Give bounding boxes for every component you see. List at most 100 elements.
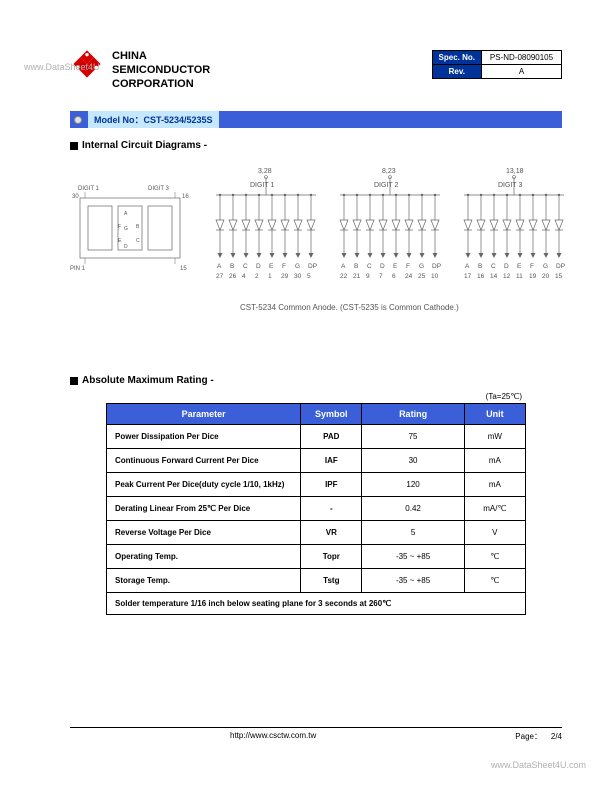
cell-param: Derating Linear From 25℃ Per Dice xyxy=(107,497,301,521)
pkg-pin-bl: PIN 1 xyxy=(70,266,86,272)
footer-page: Page： 2/4 xyxy=(515,731,562,742)
package-outline: DIGIT 1 DIGIT 3 30 16 PIN 1 15 A B F G E… xyxy=(70,180,190,275)
cell-rating: -35 ~ +85 xyxy=(362,569,464,593)
cell-symbol: IPF xyxy=(301,473,362,497)
cell-symbol: Tstg xyxy=(301,569,362,593)
model-prefix: Model No： xyxy=(94,115,144,125)
col-symbol: Symbol xyxy=(301,404,362,425)
footer-url: http://www.csctw.com.tw xyxy=(230,731,316,742)
svg-text:8,23: 8,23 xyxy=(382,168,396,175)
svg-text:19: 19 xyxy=(529,273,537,280)
svg-text:24: 24 xyxy=(405,273,413,280)
svg-text:26: 26 xyxy=(229,273,237,280)
svg-text:C: C xyxy=(491,263,496,270)
svg-text:4: 4 xyxy=(242,273,246,280)
svg-text:29: 29 xyxy=(281,273,289,280)
svg-text:22: 22 xyxy=(340,273,348,280)
svg-text:G: G xyxy=(419,263,424,270)
svg-text:B: B xyxy=(354,263,358,270)
cell-unit: ℃ xyxy=(464,545,525,569)
cell-rating: -35 ~ +85 xyxy=(362,545,464,569)
cell-rating: 120 xyxy=(362,473,464,497)
svg-text:11: 11 xyxy=(516,273,523,280)
digit-1-circuit: 3,28DIGIT 1A27B26C4D2E1F29G30DP5 xyxy=(210,165,322,295)
footer: http://www.csctw.com.tw Page： 2/4 xyxy=(70,727,562,742)
company-line2: SEMICONDUCTOR xyxy=(112,64,210,78)
svg-text:5: 5 xyxy=(307,273,311,280)
svg-text:30: 30 xyxy=(294,273,302,280)
footer-page-label: Page： xyxy=(515,732,542,741)
svg-text:D: D xyxy=(380,263,385,270)
company-line1: CHINA xyxy=(112,50,210,64)
table-row: Peak Current Per Dice(duty cycle 1/10, 1… xyxy=(107,473,526,497)
pkg-label-d3: DIGIT 3 xyxy=(148,186,170,192)
svg-text:A: A xyxy=(124,211,128,217)
spec-no-value: PS-ND-08090105 xyxy=(482,51,562,65)
svg-text:G: G xyxy=(295,263,300,270)
svg-text:17: 17 xyxy=(464,273,472,280)
cell-symbol: PAD xyxy=(301,425,362,449)
svg-text:7: 7 xyxy=(379,273,383,280)
svg-text:F: F xyxy=(282,263,286,270)
table-row: Reverse Voltage Per DiceVR5V xyxy=(107,521,526,545)
svg-text:25: 25 xyxy=(418,273,426,280)
svg-text:13,18: 13,18 xyxy=(506,168,524,175)
svg-text:10: 10 xyxy=(431,273,439,280)
svg-text:6: 6 xyxy=(392,273,396,280)
svg-text:E: E xyxy=(118,238,122,244)
pkg-pin-br: 15 xyxy=(180,266,187,272)
svg-text:B: B xyxy=(478,263,482,270)
rev-label: Rev. xyxy=(432,65,481,79)
svg-text:A: A xyxy=(217,263,222,270)
page-container: CHINA SEMICONDUCTOR CORPORATION Spec. No… xyxy=(0,0,612,645)
svg-text:G: G xyxy=(543,263,548,270)
svg-text:C: C xyxy=(243,263,248,270)
col-rating: Rating xyxy=(362,404,464,425)
col-parameter: Parameter xyxy=(107,404,301,425)
section-absolute-title: Absolute Maximum Rating - xyxy=(70,375,562,386)
cell-param: Storage Temp. xyxy=(107,569,301,593)
svg-text:DIGIT 1: DIGIT 1 xyxy=(250,182,274,189)
model-label: Model No：CST-5234/5235S xyxy=(88,111,219,128)
watermark-bottom-right: www.DataSheet4U.com xyxy=(491,760,586,770)
svg-text:C: C xyxy=(367,263,372,270)
section-internal-title: Internal Circuit Diagrams - xyxy=(70,140,562,151)
svg-text:F: F xyxy=(118,224,121,230)
cell-param: Continuous Forward Current Per Dice xyxy=(107,449,301,473)
svg-text:A: A xyxy=(341,263,346,270)
svg-text:3,28: 3,28 xyxy=(258,168,272,175)
rating-header-row: Parameter Symbol Rating Unit xyxy=(107,404,526,425)
company-name: CHINA SEMICONDUCTOR CORPORATION xyxy=(112,50,210,91)
pkg-pin-tr: 16 xyxy=(182,194,189,200)
table-row: Power Dissipation Per DicePAD75mW xyxy=(107,425,526,449)
svg-text:C: C xyxy=(136,238,140,244)
svg-text:2: 2 xyxy=(255,273,259,280)
cell-symbol: - xyxy=(301,497,362,521)
svg-text:E: E xyxy=(393,263,398,270)
cell-param: Operating Temp. xyxy=(107,545,301,569)
cell-rating: 0.42 xyxy=(362,497,464,521)
digit-3-circuit: 13,18DIGIT 3A17B16C14D12E11F19G20DP15 xyxy=(458,165,570,295)
table-row: Continuous Forward Current Per DiceIAF30… xyxy=(107,449,526,473)
svg-text:1: 1 xyxy=(268,273,272,280)
svg-text:E: E xyxy=(517,263,522,270)
svg-text:12: 12 xyxy=(503,273,511,280)
svg-text:27: 27 xyxy=(216,273,224,280)
cell-rating: 5 xyxy=(362,521,464,545)
cell-rating: 75 xyxy=(362,425,464,449)
absolute-section: Absolute Maximum Rating - (Ta=25℃) Param… xyxy=(70,375,562,615)
cell-unit: mA xyxy=(464,449,525,473)
solder-note: Solder temperature 1/16 inch below seati… xyxy=(107,593,526,615)
svg-text:D: D xyxy=(504,263,509,270)
pkg-pin-tl: 30 xyxy=(72,194,79,200)
svg-text:16: 16 xyxy=(477,273,485,280)
cell-unit: mW xyxy=(464,425,525,449)
footer-page-value: 2/4 xyxy=(551,732,562,741)
svg-text:E: E xyxy=(269,263,274,270)
svg-text:DP: DP xyxy=(556,263,565,270)
model-value: CST-5234/5235S xyxy=(144,115,213,125)
rating-table: Parameter Symbol Rating Unit Power Dissi… xyxy=(106,403,526,615)
cell-param: Power Dissipation Per Dice xyxy=(107,425,301,449)
table-row: Operating Temp.Topr-35 ~ +85℃ xyxy=(107,545,526,569)
section-internal-text: Internal Circuit Diagrams - xyxy=(82,140,207,151)
